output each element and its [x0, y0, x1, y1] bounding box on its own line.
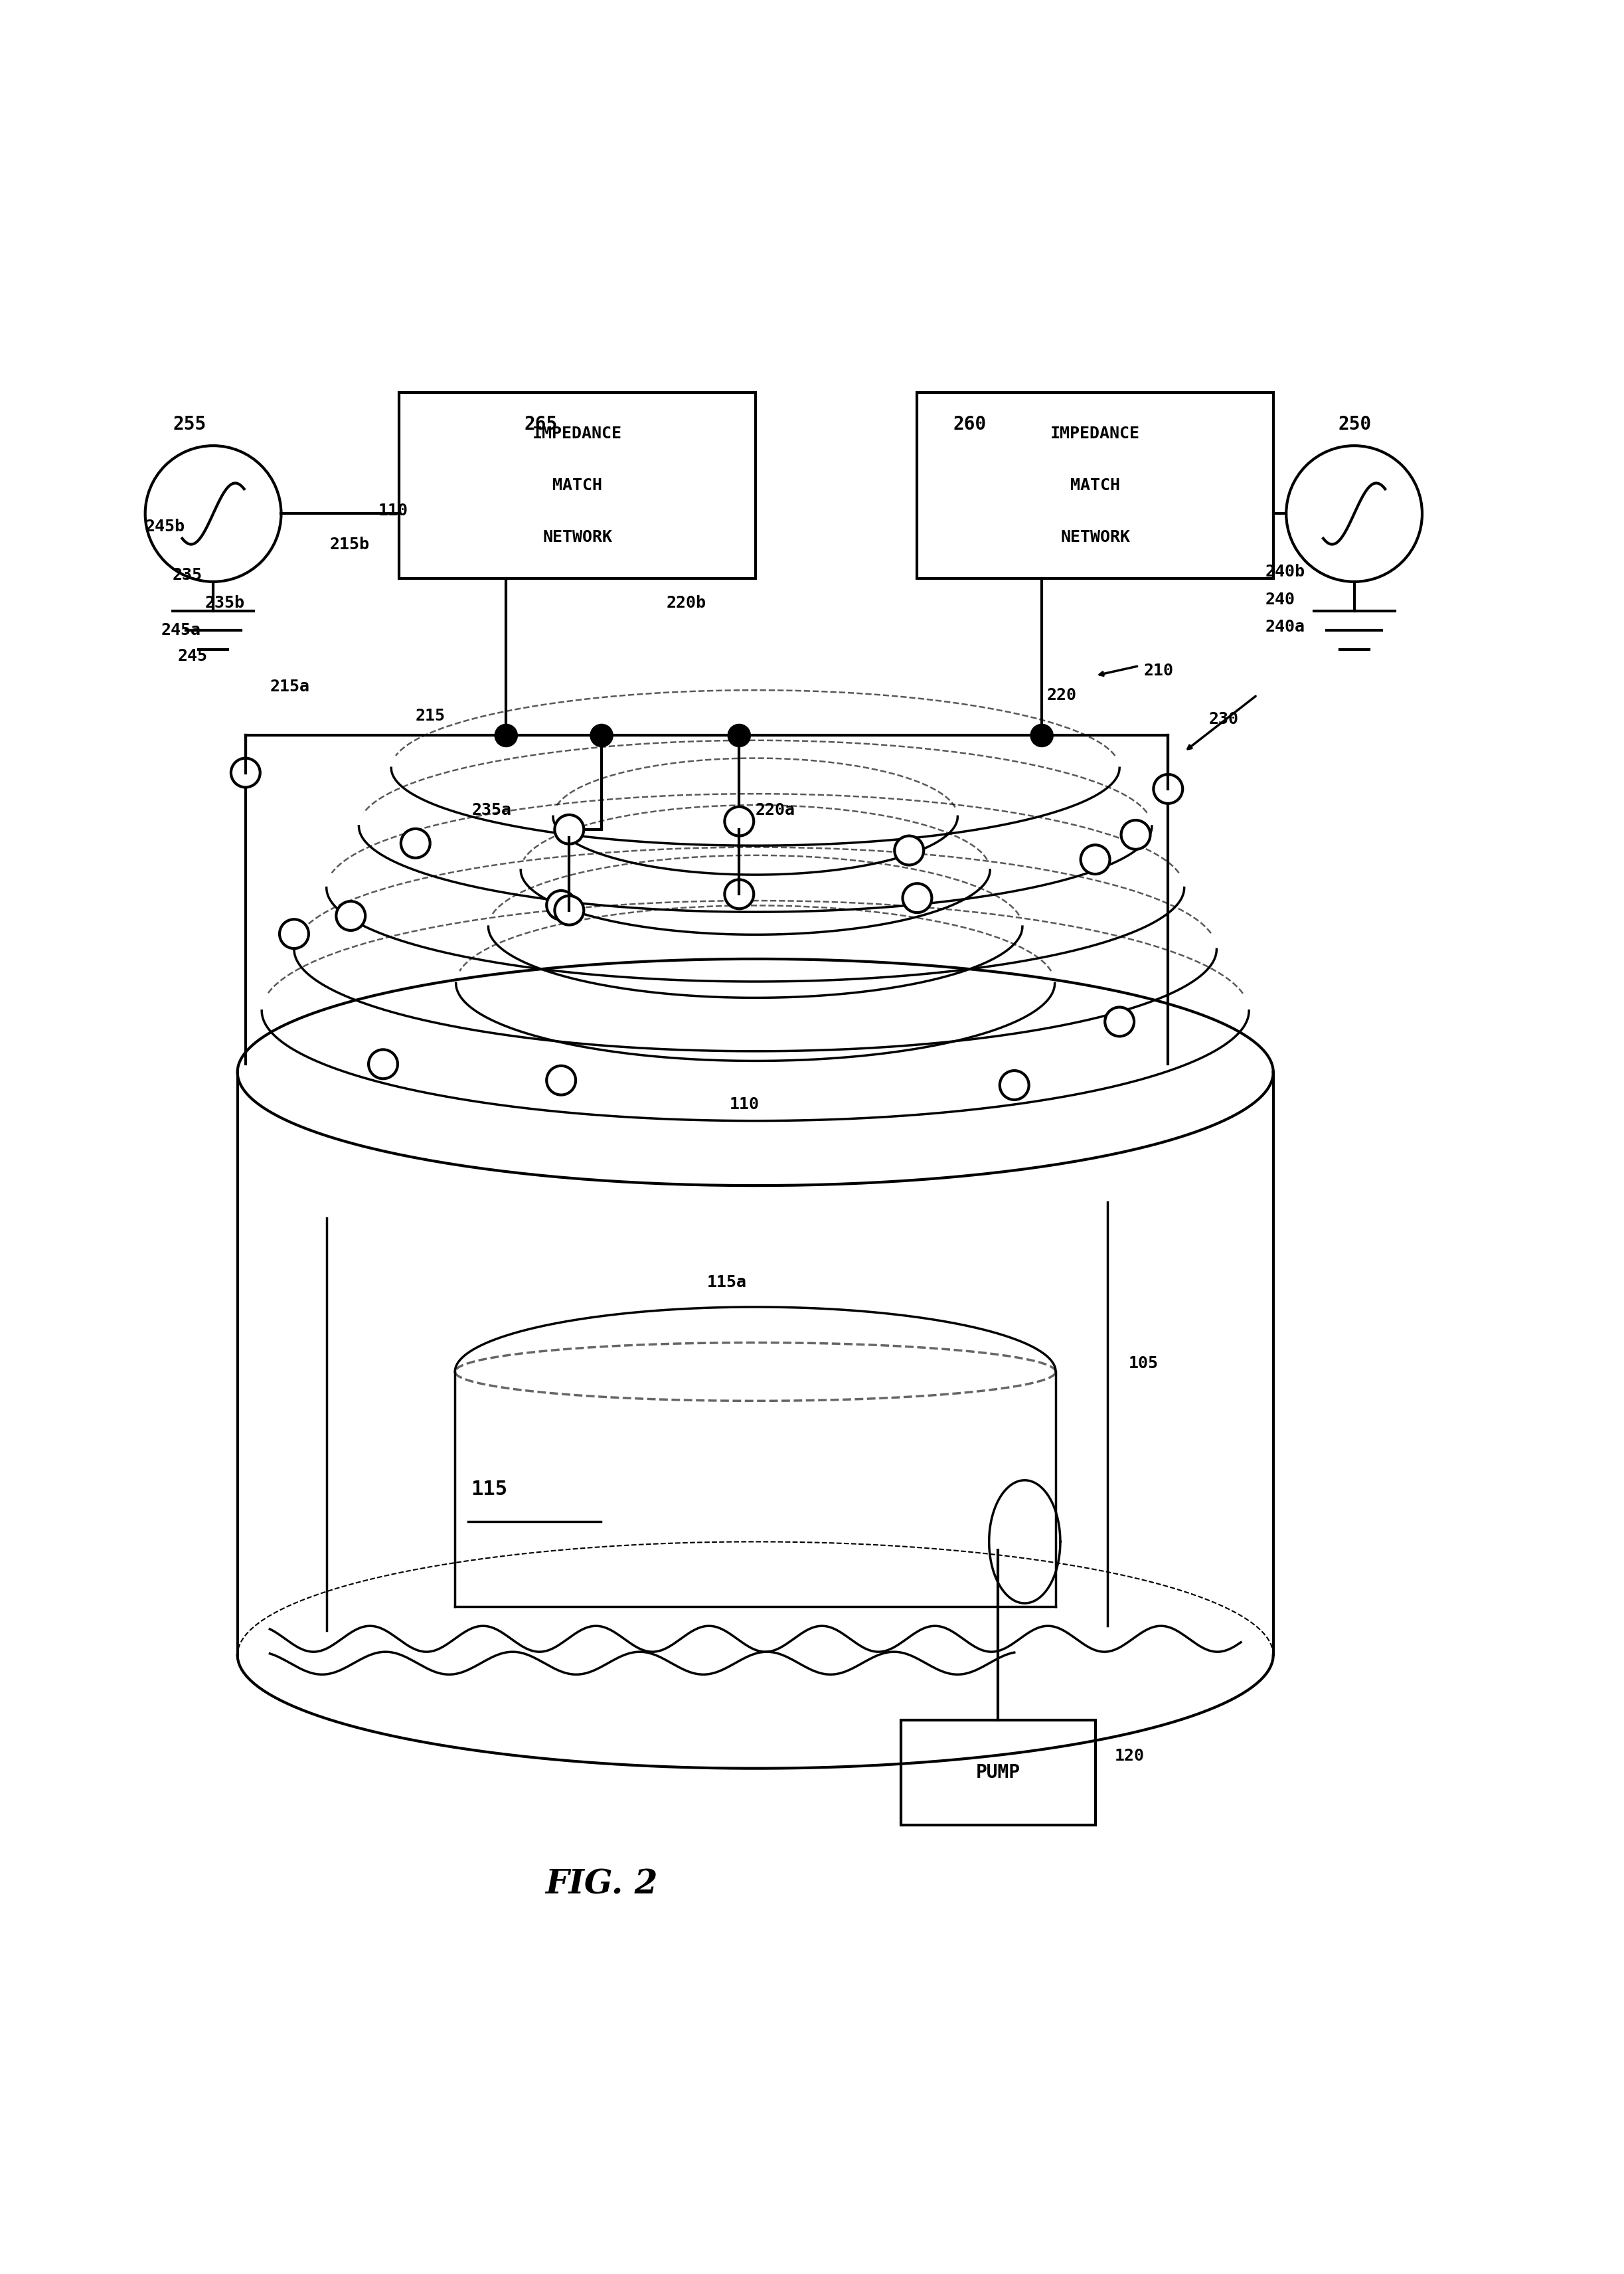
Text: PUMP: PUMP	[976, 1762, 1020, 1783]
Text: 235: 235	[172, 566, 203, 582]
Bar	[400, 393, 755, 578]
Text: 245a: 245a	[161, 623, 201, 639]
Circle shape	[547, 1067, 575, 1094]
Text: NETWORK: NETWORK	[542, 530, 612, 546]
Circle shape	[724, 807, 754, 837]
Text: 120: 120	[1114, 1749, 1145, 1765]
Circle shape	[231, 757, 260, 787]
Circle shape	[590, 723, 612, 746]
Text: 235a: 235a	[473, 803, 512, 819]
Text: 215a: 215a	[270, 680, 310, 696]
Text: IMPEDANCE: IMPEDANCE	[1051, 425, 1140, 441]
Circle shape	[1080, 846, 1109, 873]
Text: NETWORK: NETWORK	[1060, 530, 1130, 546]
Circle shape	[1031, 723, 1052, 746]
Text: 115: 115	[471, 1480, 508, 1499]
Circle shape	[1000, 1071, 1030, 1101]
Text: 220b: 220b	[666, 596, 706, 612]
Circle shape	[903, 885, 932, 912]
Circle shape	[728, 723, 750, 746]
Circle shape	[1121, 821, 1150, 848]
Text: MATCH: MATCH	[1070, 478, 1121, 493]
Circle shape	[555, 814, 583, 844]
Bar	[918, 393, 1273, 578]
Text: 260: 260	[953, 416, 986, 434]
Circle shape	[495, 723, 518, 746]
Text: 245b: 245b	[145, 518, 185, 534]
Text: 245: 245	[177, 648, 208, 664]
Text: 255: 255	[172, 416, 206, 434]
Text: IMPEDANCE: IMPEDANCE	[533, 425, 622, 441]
Text: 240a: 240a	[1265, 619, 1306, 634]
Text: 110: 110	[378, 503, 408, 518]
Bar	[901, 1719, 1095, 1826]
Text: 265: 265	[525, 416, 557, 434]
Text: 220: 220	[1047, 687, 1077, 703]
Text: 250: 250	[1338, 416, 1371, 434]
Circle shape	[369, 1051, 398, 1078]
Text: 240b: 240b	[1265, 564, 1306, 580]
Text: 215: 215	[416, 707, 445, 723]
Text: 240: 240	[1265, 591, 1294, 607]
Circle shape	[401, 828, 430, 857]
Circle shape	[555, 896, 583, 926]
Text: FIG. 2: FIG. 2	[546, 1869, 658, 1901]
Circle shape	[724, 880, 754, 910]
Text: 215b: 215b	[330, 537, 370, 553]
Text: 235b: 235b	[205, 596, 245, 612]
Circle shape	[895, 837, 924, 864]
Text: 210: 210	[1143, 662, 1174, 678]
Circle shape	[279, 919, 309, 948]
Text: 230: 230	[1208, 712, 1239, 728]
Text: 105: 105	[1129, 1355, 1158, 1371]
Circle shape	[1153, 775, 1182, 803]
Text: 110: 110	[729, 1096, 760, 1112]
Circle shape	[336, 901, 365, 930]
Text: 220a: 220a	[755, 803, 796, 819]
Circle shape	[1104, 1007, 1134, 1037]
Circle shape	[547, 891, 575, 919]
Text: MATCH: MATCH	[552, 478, 603, 493]
Text: 115a: 115a	[706, 1276, 747, 1292]
